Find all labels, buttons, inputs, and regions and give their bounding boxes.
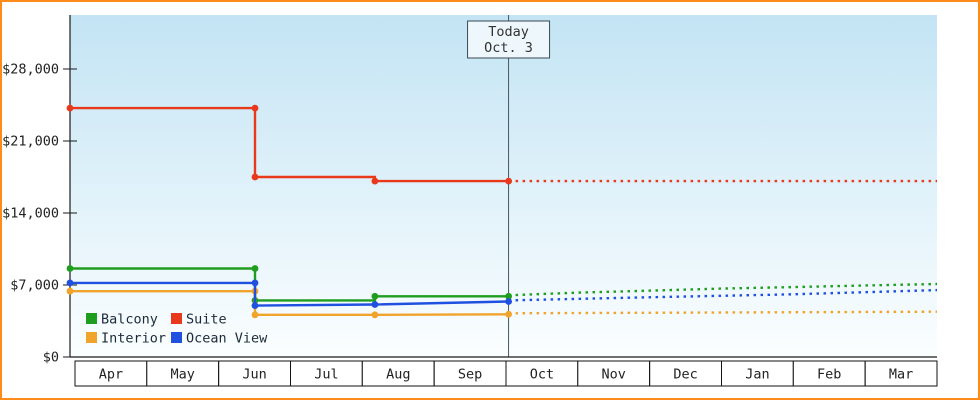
month-cell (505, 360, 579, 387)
series-balcony-forecast-line (508, 282, 938, 297)
month-label: Nov (602, 367, 626, 383)
legend-label-interior: Interior (101, 331, 166, 347)
month-cell (721, 360, 794, 387)
y-tick-label: $7,000 (10, 278, 59, 294)
month-label: Oct (530, 367, 554, 383)
series-ocean-view-marker (66, 279, 74, 287)
legend-swatch-suite (171, 313, 182, 324)
month-label: May (171, 367, 195, 383)
today-label-line: Today (488, 24, 529, 40)
series-suite-line (70, 106, 509, 183)
month-cell (146, 360, 220, 387)
month-label: Mar (889, 367, 913, 383)
month-label: Sep (458, 367, 482, 383)
today-label-box (467, 20, 551, 59)
series-suite-marker (66, 104, 74, 112)
series-ocean-view-marker (505, 298, 512, 305)
month-label: Jul (314, 367, 338, 383)
series-interior-marker (505, 310, 512, 318)
series-balcony-line (70, 267, 509, 302)
series-suite-marker (505, 177, 512, 185)
month-cell (218, 360, 291, 387)
series-balcony-marker (66, 265, 74, 272)
series-balcony-marker (505, 292, 512, 300)
legend-label-ocean-view: Ocean View (186, 331, 268, 347)
month-label: Feb (817, 367, 841, 383)
month-cell (577, 360, 651, 387)
series-balcony-marker (371, 292, 379, 300)
plot-background (70, 15, 937, 357)
legend-swatch-ocean-view (171, 332, 182, 343)
month-cell (290, 360, 363, 387)
month-cell (433, 360, 507, 387)
series-suite-marker (251, 104, 259, 112)
month-cell (864, 360, 938, 387)
series-suite-marker (251, 173, 259, 181)
series-balcony-marker (251, 265, 259, 272)
legend-swatch-balcony (86, 313, 97, 324)
month-label: Jan (745, 367, 769, 383)
series-interior-marker (371, 311, 379, 319)
month-label: Apr (99, 367, 123, 383)
series-suite-marker (371, 177, 379, 185)
series-ocean-view-marker (251, 302, 259, 309)
month-label: Jun (242, 367, 266, 383)
month-label: Dec (673, 367, 697, 383)
today-label-line: Oct. 3 (484, 40, 533, 56)
y-tick-label: $28,000 (2, 62, 59, 78)
y-tick-label: $14,000 (2, 206, 59, 222)
series-ocean-view-marker (251, 279, 259, 287)
series-interior-forecast-line (508, 310, 938, 315)
series-interior-marker (66, 287, 74, 295)
month-cell (74, 360, 148, 387)
series-ocean-view-forecast-line (508, 288, 938, 302)
legend-swatch-interior (86, 332, 97, 343)
month-cell (361, 360, 435, 387)
series-ocean-view-marker (371, 301, 379, 308)
month-label: Aug (386, 367, 410, 383)
month-cell (649, 360, 723, 387)
y-tick-label: $21,000 (2, 134, 59, 150)
legend-label-balcony: Balcony (101, 312, 158, 328)
legend-label-suite: Suite (186, 312, 227, 328)
series-interior-marker (251, 311, 259, 319)
y-tick-label: $0 (43, 350, 59, 366)
